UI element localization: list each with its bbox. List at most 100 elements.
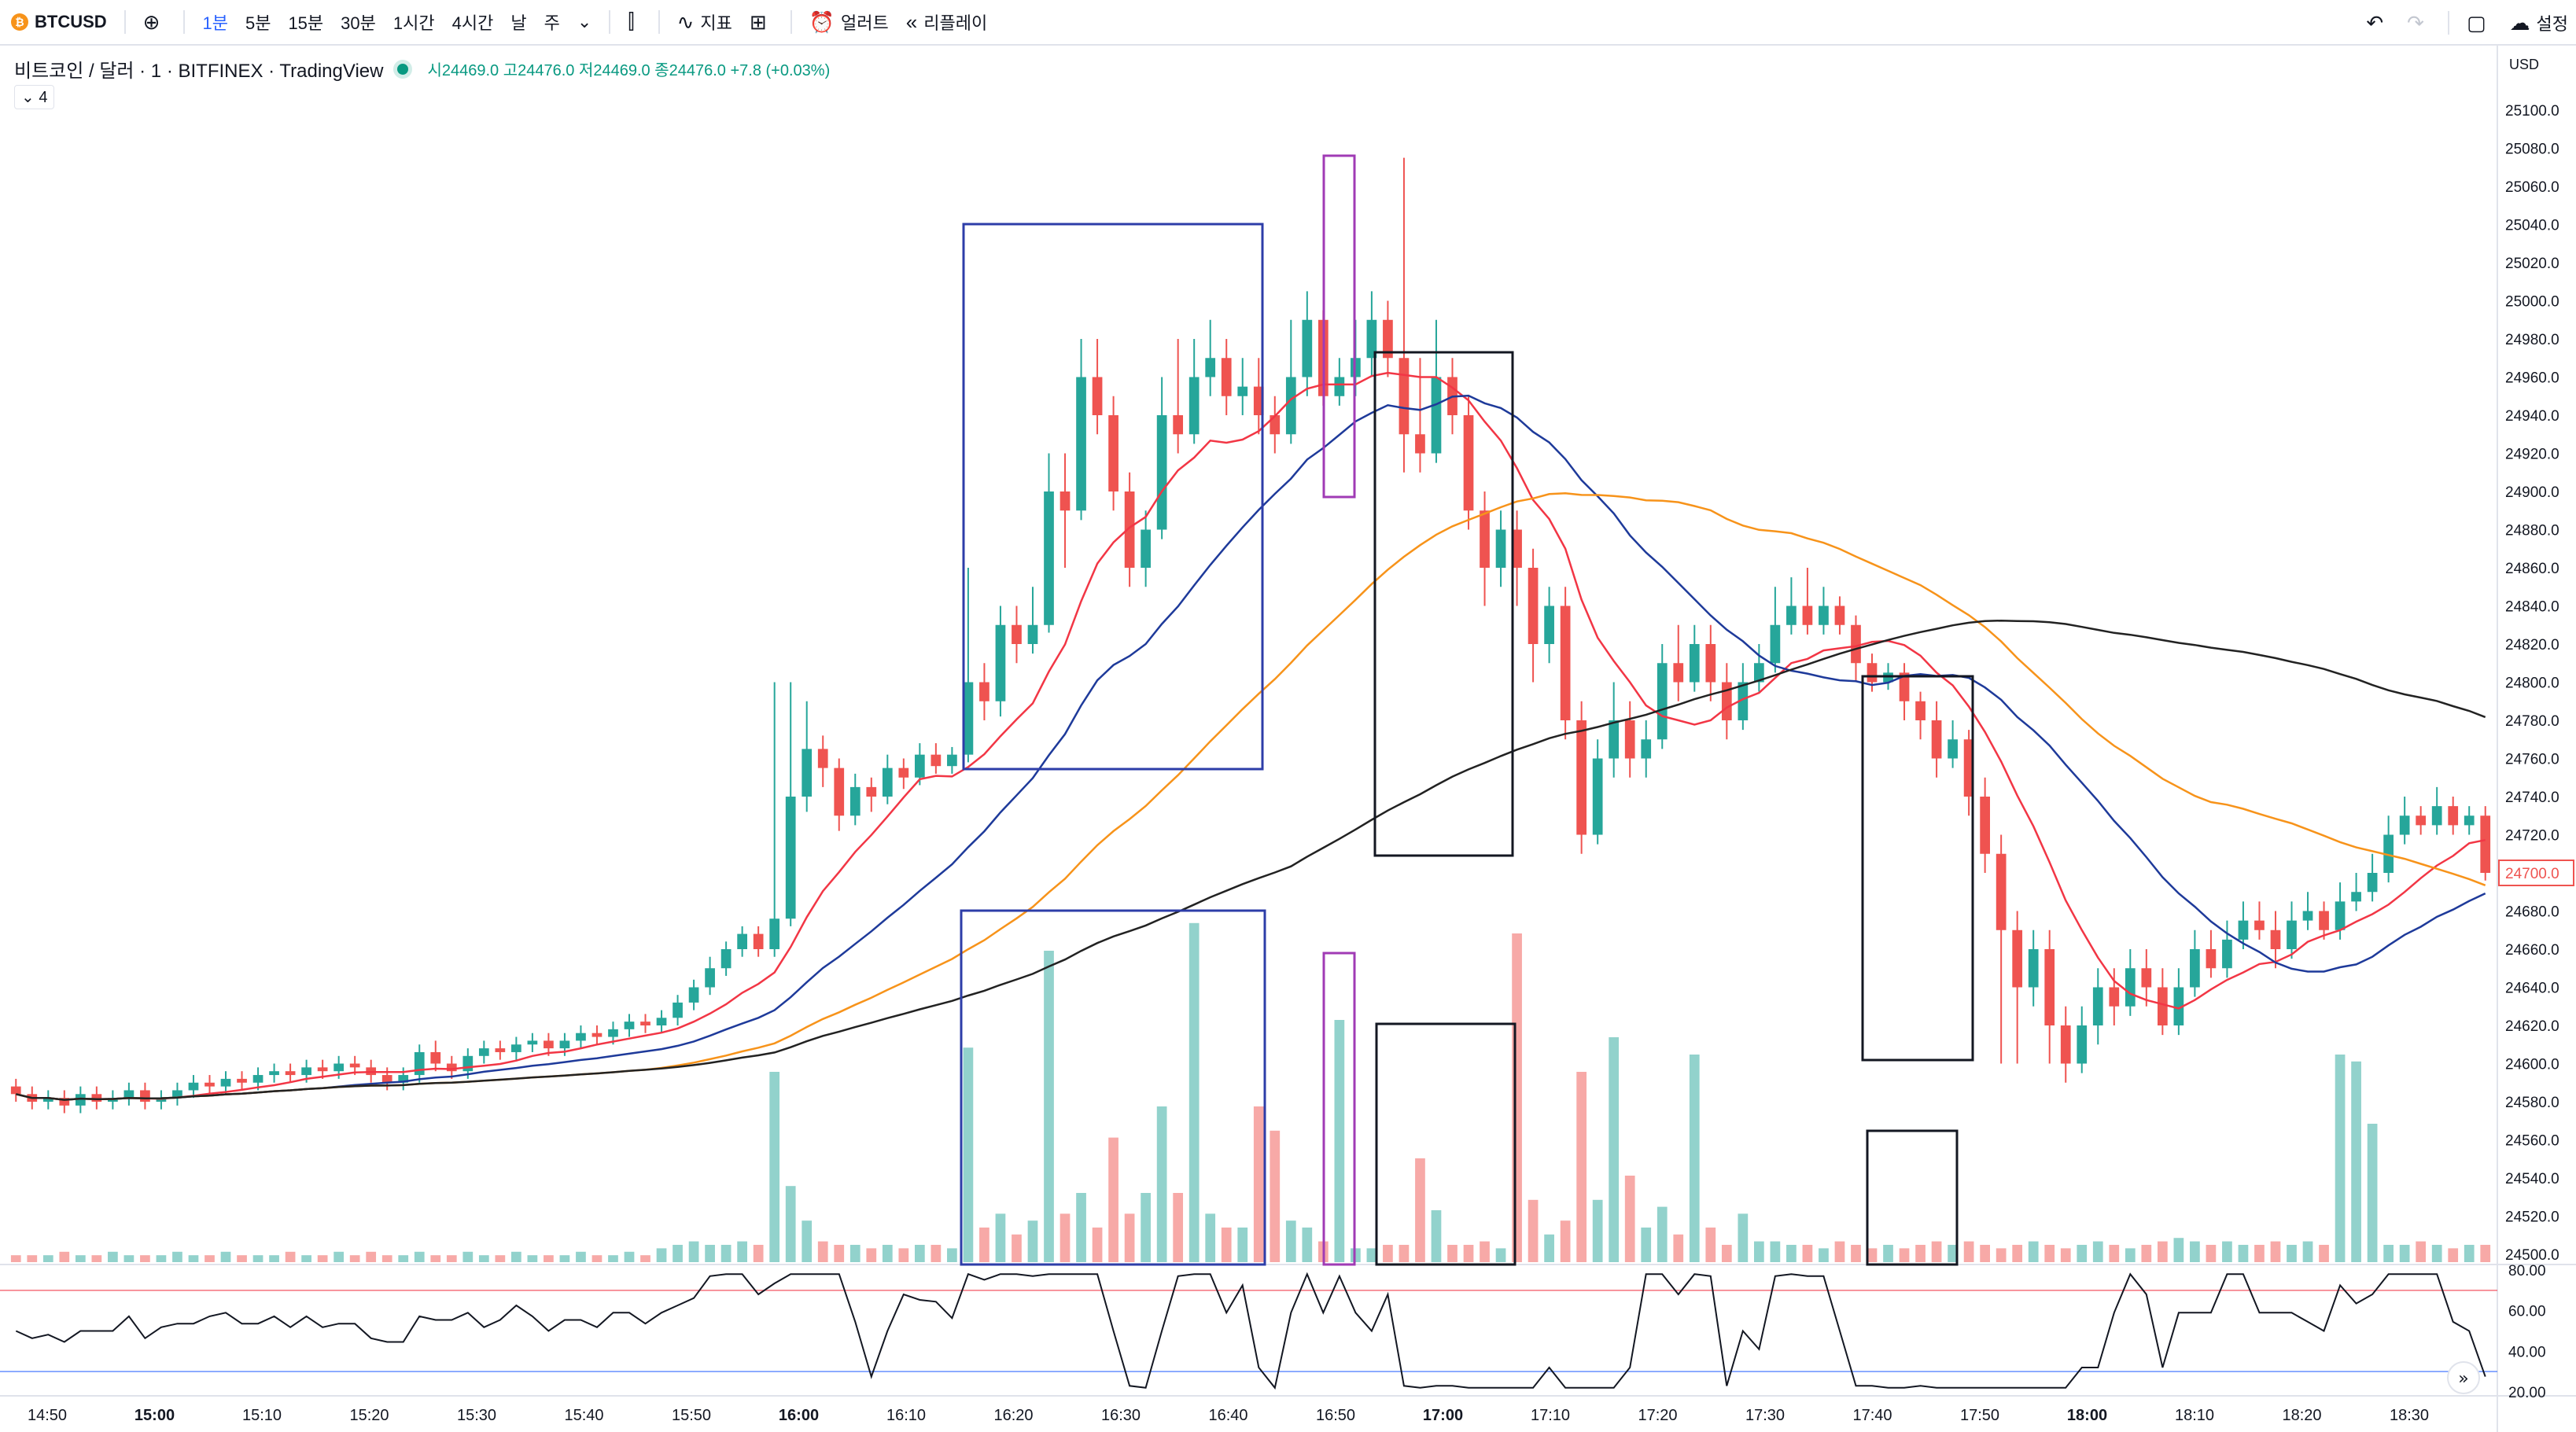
candle-body xyxy=(1285,377,1296,435)
volume-bar xyxy=(737,1241,747,1262)
volume-bar xyxy=(2157,1241,2168,1262)
price-tick-label: 24780.0 xyxy=(2505,713,2559,730)
time-tick-label: 17:30 xyxy=(1745,1407,1785,1424)
interval-week[interactable]: 주 xyxy=(544,13,560,33)
volume-bar xyxy=(1141,1193,1151,1262)
time-tick-label: 16:00 xyxy=(779,1407,819,1424)
candle-body xyxy=(963,682,974,755)
time-tick-label: 17:10 xyxy=(1531,1407,1570,1424)
candle-body xyxy=(559,1040,570,1049)
price-tick-label: 24960.0 xyxy=(2505,370,2559,387)
price-tick-label: 25000.0 xyxy=(2505,294,2559,311)
interval-1m[interactable]: 1분 xyxy=(202,13,228,33)
settings-button[interactable]: ☁ 설정 xyxy=(2510,10,2568,35)
volume-bar xyxy=(252,1255,263,1262)
volume-bar xyxy=(882,1245,893,1262)
candle-body xyxy=(2335,901,2346,930)
volume-bar xyxy=(10,1255,21,1262)
annotation-box xyxy=(1373,351,1514,857)
volume-bar xyxy=(2302,1241,2313,1262)
undo-icon: ↶ xyxy=(2366,10,2384,35)
volume-bar xyxy=(511,1251,521,1262)
candle-body xyxy=(2270,930,2281,949)
candle-body xyxy=(2254,920,2265,930)
symbol-search[interactable]: ₿ BTCUSD xyxy=(11,12,107,32)
volume-bar xyxy=(1786,1245,1797,1262)
candle-body xyxy=(769,918,780,949)
undo-button[interactable]: ↶ xyxy=(2366,11,2390,35)
volume-bar xyxy=(866,1248,877,1262)
indicators-toggle[interactable]: ⌄ 4 xyxy=(14,85,55,109)
candle-body xyxy=(640,1022,650,1025)
volume-bar xyxy=(1641,1228,1652,1262)
candle-body xyxy=(785,797,796,919)
candle-body xyxy=(188,1082,199,1091)
candle-body xyxy=(591,1033,603,1037)
candle-body xyxy=(705,968,715,988)
candle-body xyxy=(1399,358,1410,435)
candle-body xyxy=(2416,815,2427,826)
candle-body xyxy=(511,1044,521,1052)
candle-body xyxy=(1044,491,1054,625)
volume-bar xyxy=(785,1186,796,1262)
candle-body xyxy=(205,1082,215,1087)
volume-bar xyxy=(1528,1199,1539,1262)
candle-body xyxy=(1657,663,1668,740)
price-tick-label: 24620.0 xyxy=(2505,1018,2559,1035)
volume-bar xyxy=(220,1251,231,1262)
volume-bar xyxy=(27,1255,38,1262)
interval-5m[interactable]: 5분 xyxy=(245,13,271,33)
volume-bar xyxy=(317,1255,328,1262)
price-tick-label: 24940.0 xyxy=(2505,408,2559,425)
volume-bar xyxy=(301,1255,311,1262)
indicators-label: 지표 xyxy=(700,13,732,33)
price-tick-label: 24660.0 xyxy=(2505,942,2559,959)
replay-button[interactable]: « 리플레이 xyxy=(906,9,987,35)
candle-body xyxy=(220,1078,231,1087)
cloud-icon: ☁ xyxy=(2509,10,2530,35)
candle-body xyxy=(1221,358,1232,396)
candle-body xyxy=(1624,720,1635,759)
price-tick-label: 24540.0 xyxy=(2505,1171,2559,1187)
ma-line-fast xyxy=(16,371,2486,1101)
candle-body xyxy=(1156,415,1167,530)
indicators-icon: ∿ xyxy=(676,9,695,34)
volume-bar xyxy=(1237,1228,1248,1262)
volume-bar xyxy=(527,1255,538,1262)
candle-body xyxy=(1899,672,1910,701)
chart-type-button[interactable]: ⫿ xyxy=(628,9,640,35)
volume-bar xyxy=(463,1251,474,1262)
volume-bar xyxy=(963,1047,974,1262)
interval-4h[interactable]: 4시간 xyxy=(451,13,494,33)
volume-bar xyxy=(75,1255,86,1262)
price-chart[interactable]: USD 25100.0 25080.0 25060.0 25040.0 25020.0 25… xyxy=(0,46,2576,1432)
volume-bar xyxy=(123,1255,135,1262)
interval-30m[interactable]: 30분 xyxy=(341,13,376,33)
indicators-button[interactable]: ∿ 지표 xyxy=(677,9,732,35)
volume-bar xyxy=(720,1245,732,1262)
fullscreen-button[interactable]: ▢ xyxy=(2467,11,2493,35)
candle-body xyxy=(1834,606,1845,625)
candle-body xyxy=(624,1022,635,1029)
candle-body xyxy=(1592,758,1603,835)
interval-day[interactable]: 날 xyxy=(510,13,527,33)
interval-15m[interactable]: 15분 xyxy=(288,13,324,33)
volume-bar xyxy=(285,1251,296,1262)
candle-body xyxy=(156,1098,167,1102)
candle-body xyxy=(1366,319,1377,359)
chart-title: 비트코인 / 달러 · 1 · BITFINEX · TradingView xyxy=(14,61,384,82)
volume-bar xyxy=(1415,1158,1425,1262)
interval-1h[interactable]: 1시간 xyxy=(392,13,435,33)
layout-button[interactable]: ⊞ xyxy=(750,10,773,35)
annotation-box xyxy=(1861,675,1974,1062)
candle-body xyxy=(1060,491,1071,511)
candle-body xyxy=(446,1063,457,1072)
candle-body xyxy=(1092,377,1103,415)
interval-dropdown[interactable]: ⌄ xyxy=(577,12,591,32)
price-tick-label: 24880.0 xyxy=(2505,523,2559,539)
compare-button[interactable]: ⊕ xyxy=(143,10,167,35)
alert-button[interactable]: ⏰ 얼러트 xyxy=(809,9,889,35)
redo-button[interactable]: ↷ xyxy=(2407,11,2430,35)
volume-bar xyxy=(2092,1241,2103,1262)
volume-bar xyxy=(269,1255,279,1262)
